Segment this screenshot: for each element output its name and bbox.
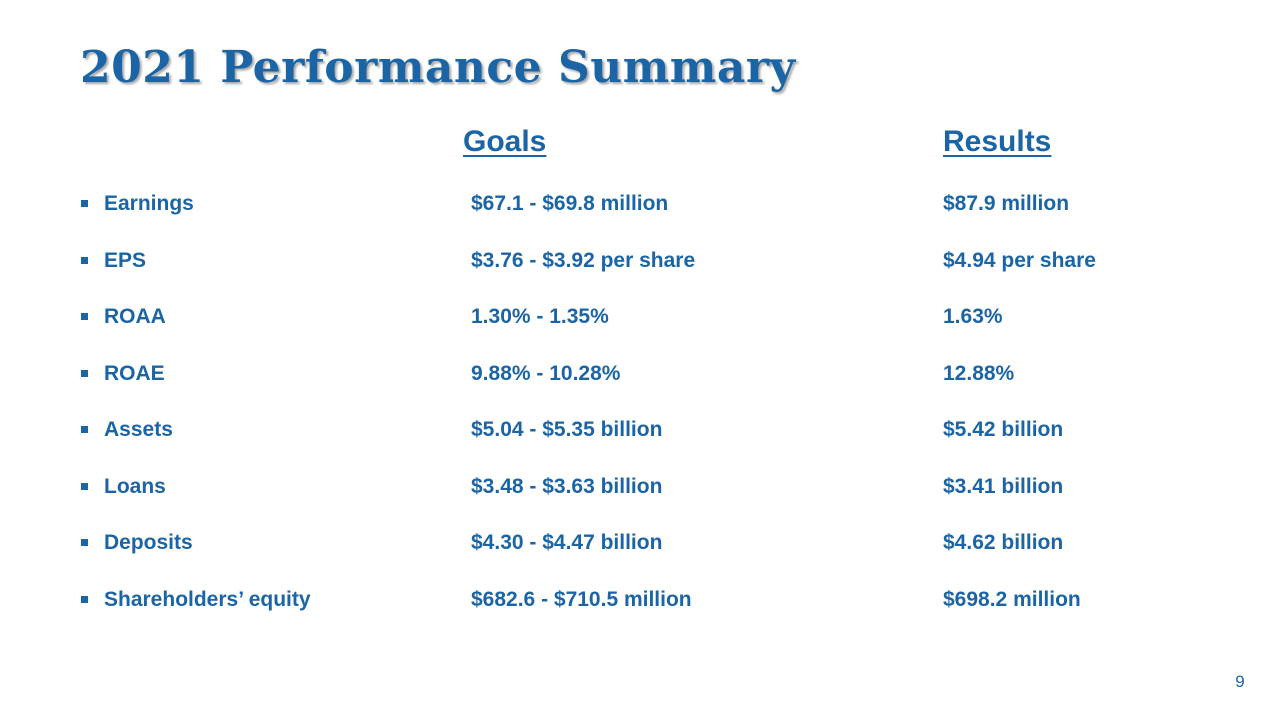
metric-label: EPS (104, 248, 147, 272)
table-row: Shareholders’ equity $682.6 - $710.5 mil… (0, 582, 1280, 639)
result-value: $4.94 per share (943, 248, 1096, 272)
goal-value: $5.04 - $5.35 billion (471, 418, 663, 441)
square-bullet-icon (81, 200, 88, 207)
table-row: Deposits $4.30 - $4.47 billion $4.62 bil… (0, 525, 1280, 582)
table-row: Loans $3.48 - $3.63 billion $3.41 billio… (0, 469, 1280, 526)
square-bullet-icon (81, 539, 88, 546)
result-value: $698.2 million (943, 587, 1081, 611)
metric-label: ROAA (104, 305, 166, 328)
metric-label: Assets (104, 418, 173, 441)
table-row: ROAA 1.30% - 1.35% 1.63% (0, 299, 1280, 356)
goal-value: 9.88% - 10.28% (471, 361, 621, 385)
metric-label: Earnings (104, 192, 194, 215)
result-value: $3.41 billion (943, 474, 1064, 498)
goal-value: $682.6 - $710.5 million (471, 587, 692, 611)
goal-value: $67.1 - $69.8 million (471, 192, 669, 215)
goal-value: $4.30 - $4.47 billion (471, 531, 663, 554)
metric-label: Shareholders’ equity (104, 587, 311, 611)
table-row: Assets $5.04 - $5.35 billion $5.42 billi… (0, 412, 1280, 469)
page-number: 9 (1235, 672, 1245, 691)
performance-table: Earnings $67.1 - $69.8 million $87.9 mil… (0, 186, 1280, 638)
square-bullet-icon (81, 426, 88, 433)
result-value: $87.9 million (943, 192, 1070, 215)
table-row: Earnings $67.1 - $69.8 million $87.9 mil… (0, 186, 1280, 243)
square-bullet-icon (81, 256, 88, 264)
table-row: EPS $3.76 - $3.92 per share $4.94 per sh… (0, 243, 1280, 300)
square-bullet-icon (81, 313, 88, 320)
metric-label: Loans (104, 474, 166, 498)
square-bullet-icon (81, 369, 88, 377)
metric-label: Deposits (104, 531, 193, 554)
goal-value: $3.76 - $3.92 per share (471, 248, 696, 272)
page-title: 2021 Performance Summary (80, 42, 796, 93)
goal-value: $3.48 - $3.63 billion (471, 474, 663, 498)
results-column-header: Results (943, 125, 1052, 158)
square-bullet-icon (81, 482, 88, 490)
result-value: $5.42 billion (943, 418, 1064, 441)
metric-label: ROAE (104, 361, 165, 385)
result-value: $4.62 billion (943, 531, 1064, 554)
table-row: ROAE 9.88% - 10.28% 12.88% (0, 356, 1280, 413)
result-value: 12.88% (943, 361, 1015, 385)
result-value: 1.63% (943, 305, 1003, 328)
square-bullet-icon (81, 595, 88, 603)
goal-value: 1.30% - 1.35% (471, 305, 609, 328)
goals-column-header: Goals (463, 125, 547, 158)
